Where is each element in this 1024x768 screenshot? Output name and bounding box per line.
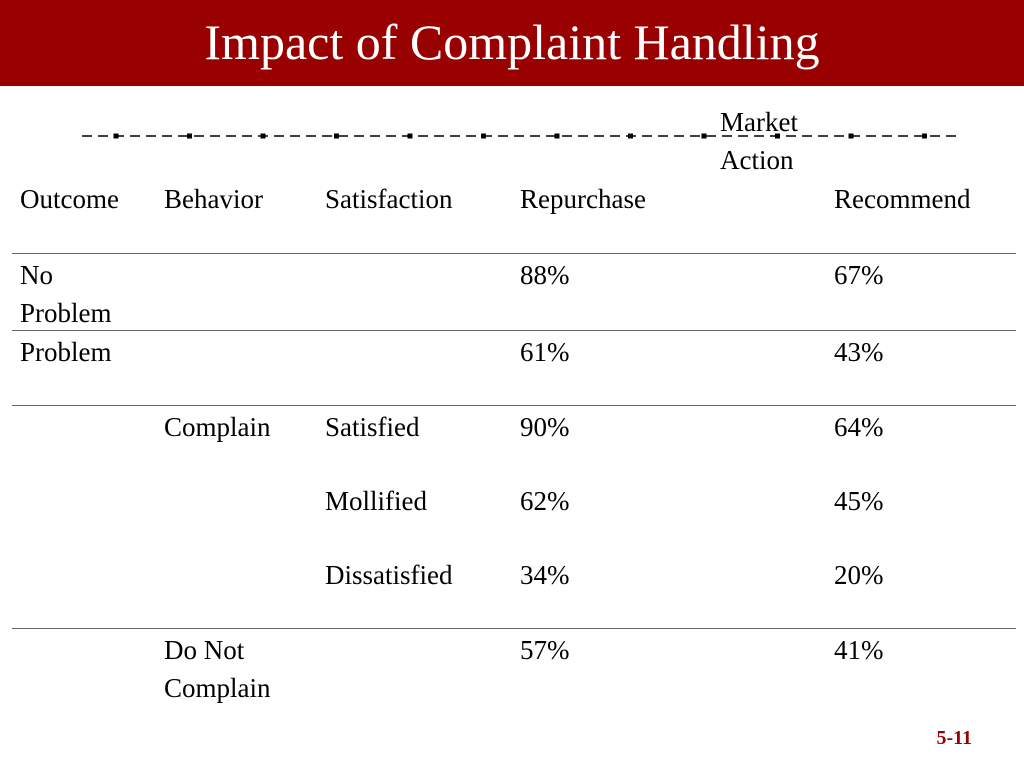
table-row-satisfaction: Satisfied <box>325 412 420 442</box>
table-row-recommend: 20% <box>834 560 884 590</box>
table-divider <box>12 330 1016 331</box>
divider-marker <box>113 133 119 139</box>
table-row-outcome: No <box>20 260 53 290</box>
table-row-recommend: 45% <box>834 486 884 516</box>
table-row-recommend: 64% <box>834 412 884 442</box>
table-row-satisfaction: Mollified <box>325 486 427 516</box>
market-action-header-line1: Market <box>720 107 798 137</box>
header-satisfaction: Satisfaction <box>325 184 453 214</box>
table-row-repurchase: 62% <box>520 486 570 516</box>
divider-marker <box>334 133 339 139</box>
table-divider <box>12 253 1016 254</box>
decorative-dashed-line <box>82 133 958 139</box>
table-divider <box>12 628 1016 629</box>
divider-marker <box>481 133 486 139</box>
market-action-header-line2: Action <box>720 145 794 175</box>
header-behavior: Behavior <box>164 184 263 214</box>
header-recommend: Recommend <box>834 184 971 214</box>
title-bar: Impact of Complaint Handling <box>0 0 1024 86</box>
table-row-repurchase: 90% <box>520 412 570 442</box>
divider-marker <box>187 133 192 139</box>
table-divider <box>12 405 1016 406</box>
divider-marker <box>701 133 707 139</box>
table-row-satisfaction: Dissatisfied <box>325 560 453 590</box>
table-row-recommend: 67% <box>834 260 884 290</box>
table-row-behavior: Complain <box>164 412 271 442</box>
table-row-repurchase: 88% <box>520 260 570 290</box>
table-row-recommend: 41% <box>834 635 884 665</box>
header-repurchase: Repurchase <box>520 184 646 214</box>
divider-marker <box>407 133 413 139</box>
table-row-behavior: Complain <box>164 673 271 703</box>
slide-title: Impact of Complaint Handling <box>204 14 820 70</box>
header-outcome: Outcome <box>20 184 119 214</box>
table-row-behavior: Do Not <box>164 635 245 665</box>
divider-marker <box>260 133 266 139</box>
table-row-repurchase: 61% <box>520 337 570 367</box>
table-row-recommend: 43% <box>834 337 884 367</box>
table-row-outcome: Problem <box>20 298 112 328</box>
divider-marker <box>628 133 633 139</box>
table-row-repurchase: 34% <box>520 560 570 590</box>
slide-number: 5-11 <box>936 727 972 749</box>
table-row-outcome: Problem <box>20 337 112 367</box>
divider-marker <box>922 133 927 139</box>
table-row-repurchase: 57% <box>520 635 570 665</box>
divider-marker <box>554 133 560 139</box>
divider-marker <box>775 133 780 139</box>
divider-marker <box>848 133 854 139</box>
